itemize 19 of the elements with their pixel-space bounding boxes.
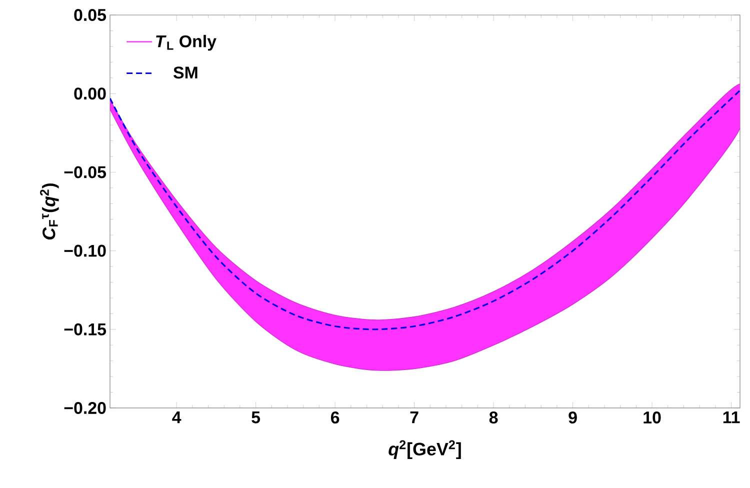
- y-axis-title: C$_{F}$$^{τ}$(q$^{2}$): [40, 183, 59, 240]
- y-tick-label: −0.05: [64, 166, 106, 178]
- x-tick-label: 9: [568, 412, 577, 424]
- y-tick-label: 0.00: [74, 88, 106, 100]
- x-tick-label: 8: [489, 412, 498, 424]
- x-tick-label: 10: [644, 412, 661, 424]
- x-tick-label: 5: [252, 412, 260, 424]
- legend-label: T$_{L}$ Only: [156, 34, 216, 51]
- x-tick-label: 7: [410, 412, 418, 424]
- x-tick-label: 11: [723, 412, 740, 424]
- y-tick-label: 0.05: [74, 8, 106, 21]
- y-tick-label: −0.10: [64, 244, 106, 257]
- y-tick-label: −0.15: [64, 323, 106, 336]
- y-tick-label: −0.20: [64, 402, 106, 414]
- line-series: [110, 90, 740, 330]
- x-tick-label: 4: [172, 412, 182, 424]
- x-axis-title: q$^{2}$[GeV$^{2}$]: [388, 440, 461, 460]
- legend-label: SM: [173, 66, 198, 79]
- x-tick-label: 6: [330, 412, 340, 424]
